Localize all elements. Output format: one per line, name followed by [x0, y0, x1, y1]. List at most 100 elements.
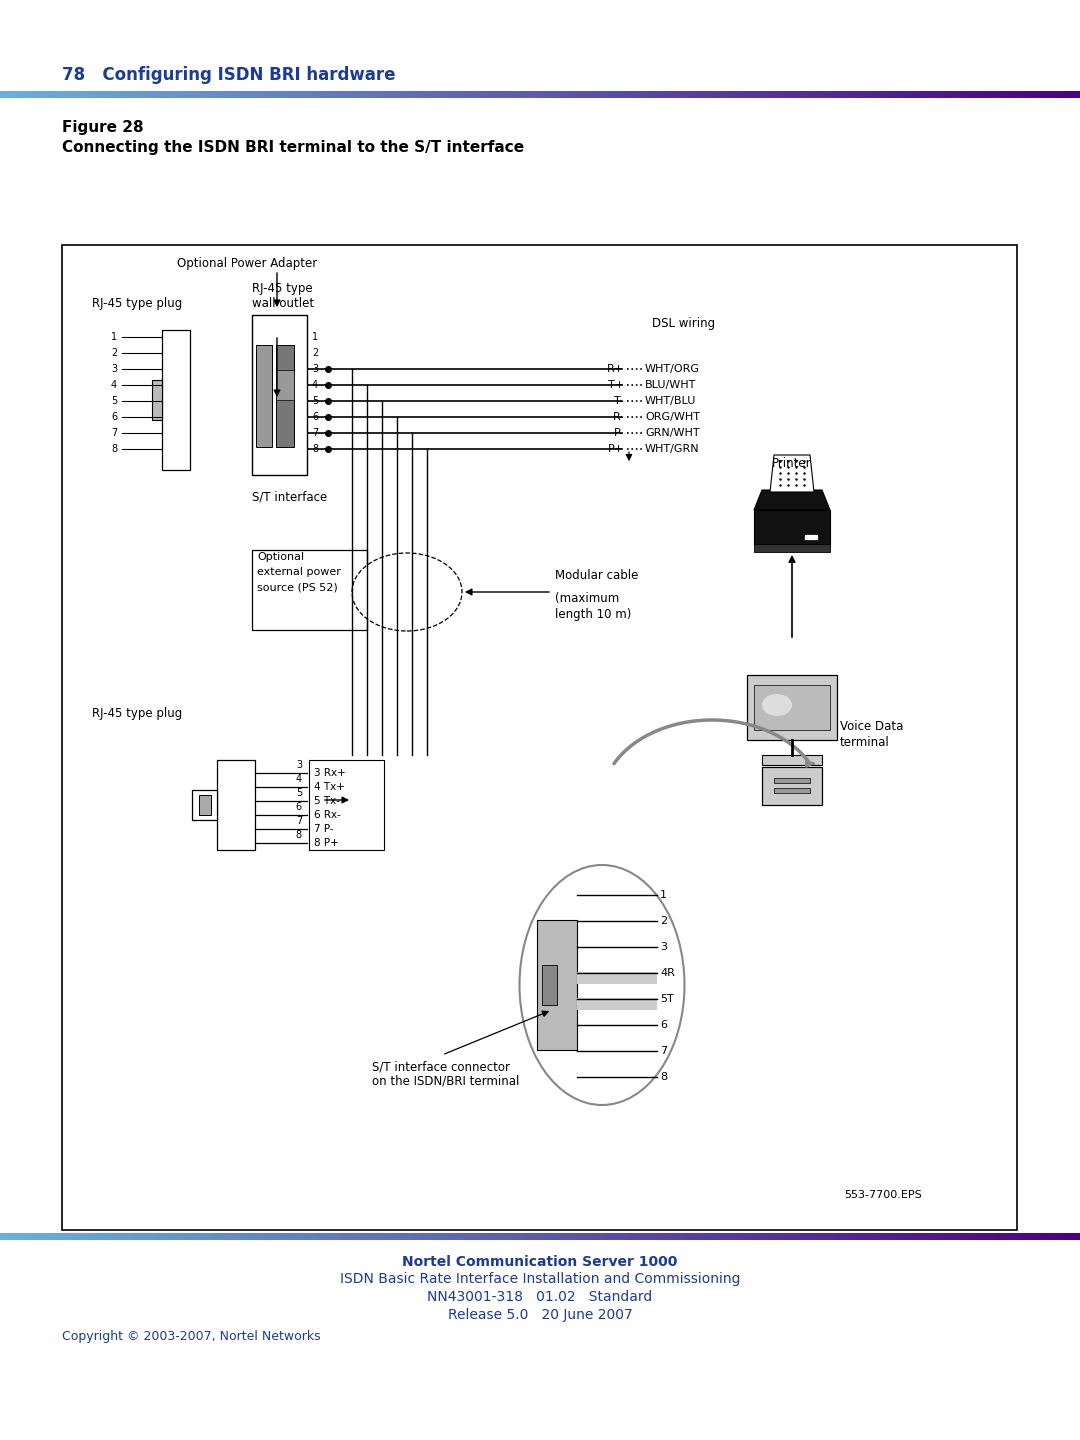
- Bar: [162, 330, 190, 469]
- Bar: [577, 998, 657, 1009]
- Text: 6: 6: [111, 412, 117, 422]
- Text: R+: R+: [607, 364, 624, 374]
- Text: external power: external power: [257, 567, 341, 577]
- Text: 7: 7: [111, 428, 117, 438]
- Bar: [252, 550, 367, 631]
- Bar: [276, 346, 294, 446]
- Bar: [754, 544, 831, 552]
- Text: 3 Rx+: 3 Rx+: [314, 768, 346, 778]
- Text: 8: 8: [111, 444, 117, 454]
- Bar: [754, 510, 831, 544]
- Bar: [542, 965, 557, 1005]
- Bar: [217, 760, 255, 850]
- Bar: [804, 534, 818, 540]
- Bar: [276, 370, 294, 400]
- Text: 1: 1: [660, 890, 667, 900]
- Text: WHT/ORG: WHT/ORG: [645, 364, 700, 374]
- Text: 5T: 5T: [660, 994, 674, 1004]
- Text: 3: 3: [111, 364, 117, 374]
- Ellipse shape: [519, 865, 685, 1104]
- Text: RJ-45 type: RJ-45 type: [252, 282, 312, 295]
- Ellipse shape: [762, 694, 792, 716]
- Bar: [762, 768, 822, 805]
- Text: Release 5.0   20 June 2007: Release 5.0 20 June 2007: [447, 1308, 633, 1322]
- Bar: [774, 788, 810, 793]
- Text: Voice Data: Voice Data: [840, 720, 903, 733]
- Text: 6 Rx-: 6 Rx-: [314, 809, 341, 819]
- Text: 553-7700.EPS: 553-7700.EPS: [845, 1189, 922, 1200]
- Text: terminal: terminal: [840, 736, 890, 749]
- Text: 8: 8: [660, 1071, 667, 1081]
- Text: 7 P-: 7 P-: [314, 824, 334, 834]
- Text: on the ISDN/BRI terminal: on the ISDN/BRI terminal: [372, 1076, 519, 1089]
- Text: Copyright © 2003-2007, Nortel Networks: Copyright © 2003-2007, Nortel Networks: [62, 1331, 321, 1344]
- Bar: [754, 685, 831, 730]
- Text: DSL wiring: DSL wiring: [652, 317, 715, 330]
- Text: 1: 1: [312, 333, 319, 341]
- Text: Optional Power Adapter: Optional Power Adapter: [177, 256, 318, 271]
- Text: 4: 4: [111, 380, 117, 390]
- Text: T+: T+: [608, 380, 624, 390]
- Bar: [192, 791, 217, 819]
- Text: Modular cable: Modular cable: [555, 569, 638, 582]
- Text: Connecting the ISDN BRI terminal to the S/T interface: Connecting the ISDN BRI terminal to the …: [62, 140, 524, 156]
- Text: Nortel Communication Server 1000: Nortel Communication Server 1000: [403, 1256, 677, 1269]
- Text: 3: 3: [296, 760, 302, 770]
- Text: source (PS 52): source (PS 52): [257, 582, 338, 592]
- Bar: [309, 760, 384, 850]
- Text: 7: 7: [660, 1045, 667, 1056]
- Text: 5: 5: [111, 396, 117, 406]
- Text: S/T interface connector: S/T interface connector: [372, 1060, 510, 1073]
- Bar: [762, 755, 822, 765]
- Bar: [747, 675, 837, 740]
- Text: S/T interface: S/T interface: [252, 490, 327, 503]
- Text: length 10 m): length 10 m): [555, 608, 632, 621]
- Text: 6: 6: [296, 802, 302, 812]
- Text: Optional: Optional: [257, 552, 305, 562]
- Text: 7: 7: [312, 428, 319, 438]
- Text: WHT/GRN: WHT/GRN: [645, 444, 700, 454]
- Text: NN43001-318   01.02   Standard: NN43001-318 01.02 Standard: [428, 1290, 652, 1305]
- Bar: [256, 346, 272, 446]
- Text: P-: P-: [613, 428, 624, 438]
- Text: 4: 4: [312, 380, 319, 390]
- Text: wall outlet: wall outlet: [252, 297, 314, 310]
- Bar: [577, 972, 657, 984]
- Text: 4: 4: [296, 775, 302, 783]
- Ellipse shape: [352, 553, 462, 631]
- Text: GRN/WHT: GRN/WHT: [645, 428, 700, 438]
- Text: T-: T-: [615, 396, 624, 406]
- Text: P+: P+: [608, 444, 624, 454]
- Bar: [252, 315, 307, 475]
- Text: Printer: Printer: [772, 456, 812, 469]
- Text: 8: 8: [312, 444, 319, 454]
- Text: 2: 2: [660, 916, 667, 926]
- Text: 4 Tx+: 4 Tx+: [314, 782, 345, 792]
- Text: Figure 28: Figure 28: [62, 120, 144, 135]
- Text: 6: 6: [312, 412, 319, 422]
- Text: R-: R-: [612, 412, 624, 422]
- Text: 6: 6: [660, 1020, 667, 1030]
- Text: BLU/WHT: BLU/WHT: [645, 380, 697, 390]
- Text: 5: 5: [296, 788, 302, 798]
- Text: WHT/BLU: WHT/BLU: [645, 396, 697, 406]
- Text: ORG/WHT: ORG/WHT: [645, 412, 700, 422]
- Text: 7: 7: [296, 816, 302, 827]
- Text: 1: 1: [111, 333, 117, 341]
- Polygon shape: [770, 455, 814, 492]
- Text: RJ-45 type plug: RJ-45 type plug: [92, 707, 183, 720]
- Text: 2: 2: [312, 348, 319, 359]
- Text: 5: 5: [312, 396, 319, 406]
- Bar: [774, 778, 810, 783]
- Text: 5 Tx-: 5 Tx-: [314, 796, 340, 806]
- Text: (maximum: (maximum: [555, 592, 619, 605]
- Text: 3: 3: [660, 942, 667, 952]
- Bar: [62, 245, 1017, 1230]
- Text: RJ-45 type plug: RJ-45 type plug: [92, 297, 183, 310]
- Polygon shape: [754, 490, 831, 510]
- Bar: [199, 795, 211, 815]
- Text: 2: 2: [111, 348, 117, 359]
- Text: 4R: 4R: [660, 968, 675, 978]
- Text: 8: 8: [296, 829, 302, 840]
- Text: 3: 3: [312, 364, 319, 374]
